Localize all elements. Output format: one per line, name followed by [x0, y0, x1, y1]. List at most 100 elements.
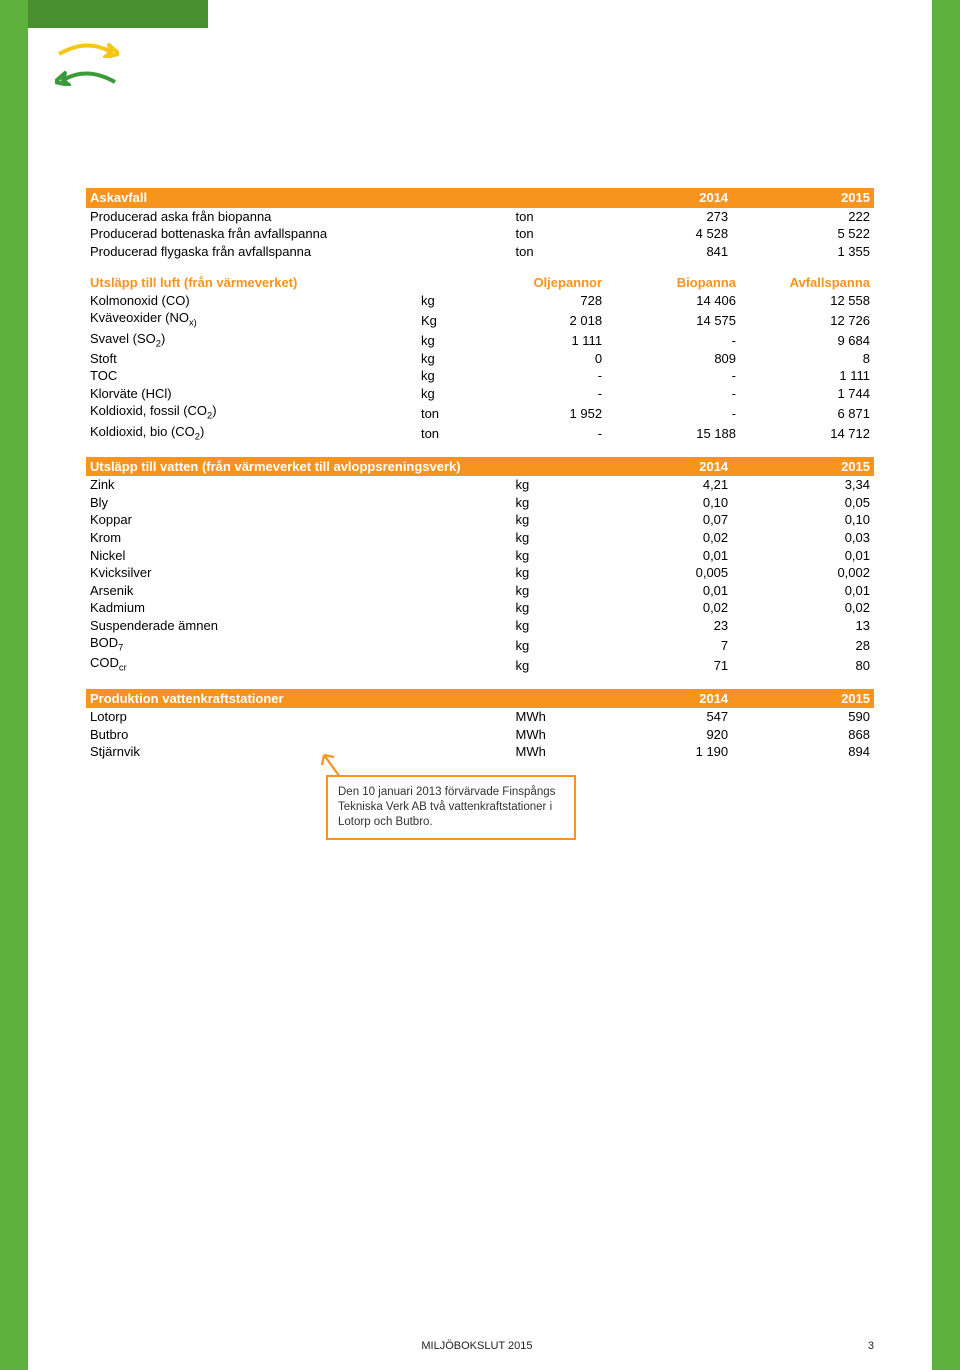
cell-val: 15 188 [606, 423, 740, 443]
hdr-y1: 2014 [590, 689, 732, 709]
cell-val: - [606, 385, 740, 403]
cell-unit: ton [417, 423, 472, 443]
table-row: TOC kg - - 1 111 [86, 367, 874, 385]
cell-unit: Kg [417, 309, 472, 329]
cell-val: 0,03 [732, 529, 874, 547]
table-row: Producerad aska från biopanna ton 273 22… [86, 208, 874, 226]
cell-val: 12 726 [740, 309, 874, 329]
cell-val: 7 [590, 634, 732, 654]
cell-val: 0,10 [732, 511, 874, 529]
table-row: Krom kg 0,02 0,03 [86, 529, 874, 547]
cell-val: 0,05 [732, 494, 874, 512]
table-row: Producerad flygaska från avfallspanna to… [86, 243, 874, 261]
cell-unit: MWh [512, 726, 591, 744]
cell-unit: kg [512, 494, 591, 512]
cell-val: 0,01 [732, 582, 874, 600]
cell-val: - [472, 423, 606, 443]
cell-val: 0,01 [590, 547, 732, 565]
cell-val: 9 684 [740, 330, 874, 350]
cell-val: 14 575 [606, 309, 740, 329]
cell-unit: kg [512, 599, 591, 617]
cell-val: 0,005 [590, 564, 732, 582]
cell-val: 8 [740, 350, 874, 368]
hdr-title: Utsläpp till vatten (från värmeverket ti… [86, 457, 512, 477]
hdr-y1: 2014 [590, 188, 732, 208]
cell-unit: kg [417, 385, 472, 403]
cell-val: 5 522 [732, 225, 874, 243]
cell-unit: kg [417, 330, 472, 350]
cell-label: Lotorp [86, 708, 512, 726]
hdr-y2: 2015 [732, 188, 874, 208]
cell-unit: kg [512, 564, 591, 582]
table-row: Bly kg 0,10 0,05 [86, 494, 874, 512]
table-row: Kväveoxider (NOx) Kg 2 018 14 575 12 726 [86, 309, 874, 329]
table-row: Stoft kg 0 809 8 [86, 350, 874, 368]
table-row: Butbro MWh 920 868 [86, 726, 874, 744]
cell-unit: kg [512, 654, 591, 674]
cell-val: 841 [590, 243, 732, 261]
callout-text: Den 10 januari 2013 förvärvade Finspångs… [326, 775, 576, 840]
cell-unit: ton [417, 402, 472, 422]
cell-unit: kg [512, 476, 591, 494]
cell-label: Arsenik [86, 582, 512, 600]
cell-val: 1 355 [732, 243, 874, 261]
cell-label: Producerad aska från biopanna [86, 208, 512, 226]
cell-unit: MWh [512, 743, 591, 761]
cell-unit: kg [417, 350, 472, 368]
cell-val: 4,21 [590, 476, 732, 494]
cell-label: Kvicksilver [86, 564, 512, 582]
cell-label: TOC [86, 367, 417, 385]
cell-val: 809 [606, 350, 740, 368]
table-row: Producerad bottenaska från avfallspanna … [86, 225, 874, 243]
cell-unit: MWh [512, 708, 591, 726]
cell-val: 0,07 [590, 511, 732, 529]
cell-val: 71 [590, 654, 732, 674]
table-row: CODcr kg 71 80 [86, 654, 874, 674]
cell-label: Stjärnvik [86, 743, 512, 761]
brand-logo: FINSPÅNGS TEKNISKA VERK [48, 40, 125, 110]
table-row: Lotorp MWh 547 590 [86, 708, 874, 726]
cell-val: - [606, 402, 740, 422]
callout-arrow-icon [320, 749, 348, 777]
table-row: Koppar kg 0,07 0,10 [86, 511, 874, 529]
cell-val: 590 [732, 708, 874, 726]
cell-unit: kg [512, 617, 591, 635]
cell-unit: kg [417, 292, 472, 310]
top-tabs [28, 0, 932, 28]
cell-val: 0,01 [732, 547, 874, 565]
table-row: Klorväte (HCl) kg - - 1 744 [86, 385, 874, 403]
table-produktion: Produktion vattenkraftstationer 2014 201… [86, 689, 874, 761]
cell-val: 547 [590, 708, 732, 726]
cell-val: 728 [472, 292, 606, 310]
cell-val: 1 952 [472, 402, 606, 422]
cell-val: 14 712 [740, 423, 874, 443]
table-row: Koldioxid, bio (CO2) ton - 15 188 14 712 [86, 423, 874, 443]
tab [28, 0, 208, 28]
cell-val: 1 111 [740, 367, 874, 385]
cell-unit: kg [512, 582, 591, 600]
cell-label: Producerad flygaska från avfallspanna [86, 243, 512, 261]
cell-label: Svavel (SO2) [86, 330, 417, 350]
cell-val: 12 558 [740, 292, 874, 310]
cell-val: 222 [732, 208, 874, 226]
cell-label: Zink [86, 476, 512, 494]
hdr-y2: 2015 [732, 457, 874, 477]
hdr-title: Askavfall [86, 188, 512, 208]
cell-val: 28 [732, 634, 874, 654]
cell-label: Suspenderade ämnen [86, 617, 512, 635]
hdr-c3: Avfallspanna [740, 274, 874, 292]
table-row: Svavel (SO2) kg 1 111 - 9 684 [86, 330, 874, 350]
table-row: Arsenik kg 0,01 0,01 [86, 582, 874, 600]
hdr-c1: Oljepannor [472, 274, 606, 292]
cell-val: 6 871 [740, 402, 874, 422]
table-row: Kolmonoxid (CO) kg 728 14 406 12 558 [86, 292, 874, 310]
table-row: Suspenderade ämnen kg 23 13 [86, 617, 874, 635]
cell-val: 23 [590, 617, 732, 635]
cell-val: 0,01 [590, 582, 732, 600]
hdr-title: Utsläpp till luft (från värmeverket) [86, 274, 417, 292]
table-row: Nickel kg 0,01 0,01 [86, 547, 874, 565]
cell-val: - [472, 367, 606, 385]
cell-label: Koldioxid, bio (CO2) [86, 423, 417, 443]
cell-unit: ton [512, 208, 591, 226]
cell-val: 868 [732, 726, 874, 744]
